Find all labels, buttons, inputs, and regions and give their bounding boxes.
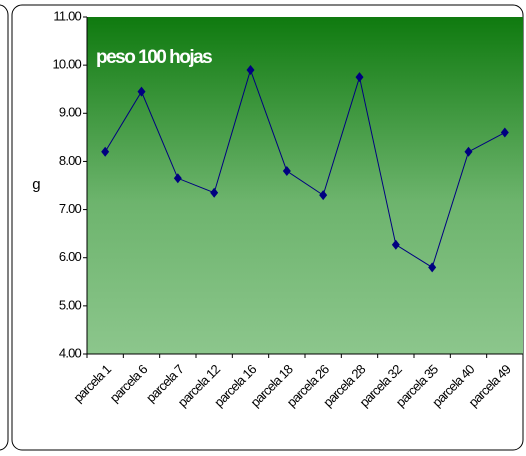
data-point [500, 127, 509, 138]
data-point [282, 166, 291, 177]
y-tick-label: 10.00 [52, 57, 81, 72]
data-point [137, 86, 146, 97]
y-tick-label: 4.00 [59, 345, 82, 360]
data-point [101, 146, 110, 157]
data-point [464, 146, 473, 157]
data-point [391, 239, 400, 250]
y-tick-label: 11.00 [53, 8, 81, 23]
data-point [210, 187, 219, 198]
data-point [428, 262, 437, 273]
y-axis-label: g [32, 176, 40, 193]
chart-title: peso 100 hojas [96, 47, 212, 68]
neighbor-frame [0, 4, 9, 451]
y-tick-label: 7.00 [59, 201, 82, 216]
y-tick-label: 8.00 [59, 153, 82, 168]
data-point [246, 64, 255, 75]
data-point [173, 173, 182, 184]
y-tick-label: 9.00 [59, 105, 82, 120]
y-tick-label: 6.00 [59, 249, 82, 264]
series-line [104, 68, 506, 269]
y-tick-label: 5.00 [59, 297, 82, 312]
data-point [319, 190, 328, 201]
plot-area [87, 17, 523, 354]
data-point [355, 72, 364, 83]
